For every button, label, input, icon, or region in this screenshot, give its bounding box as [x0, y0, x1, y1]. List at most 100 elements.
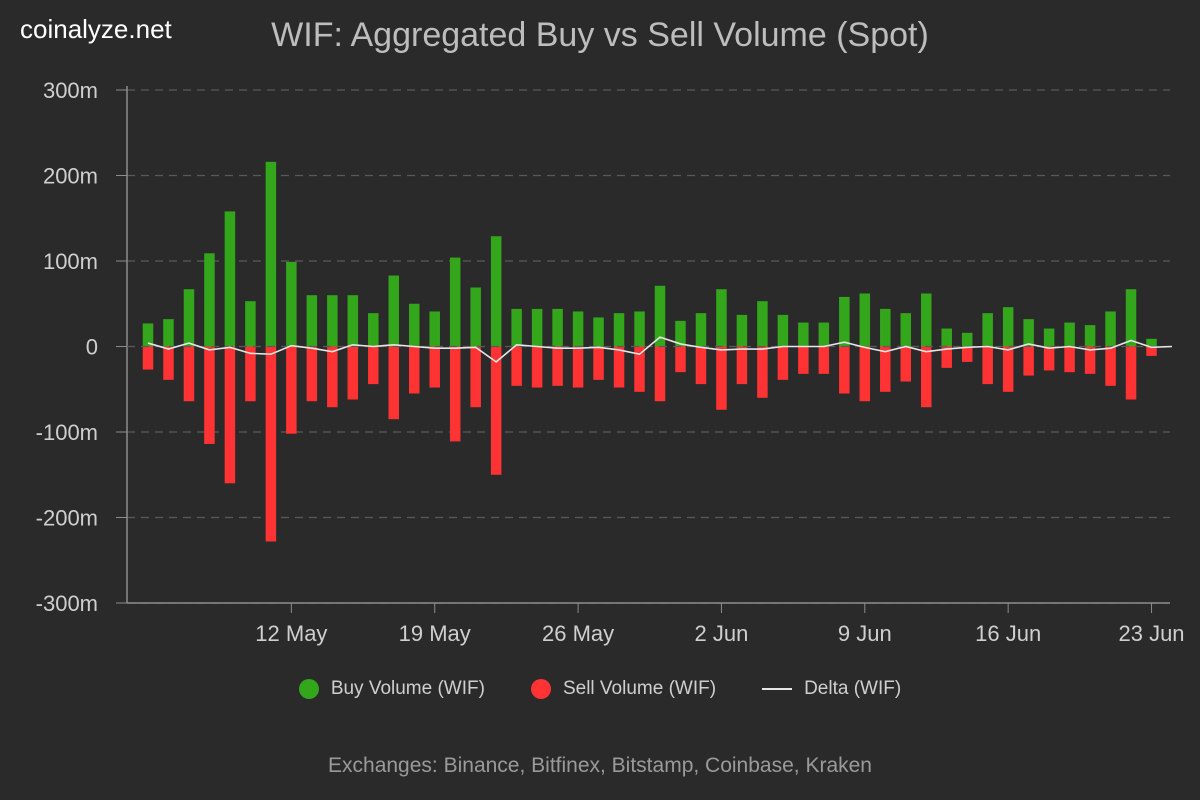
sell-volume-bar	[183, 346, 195, 402]
buy-volume-bar	[408, 303, 420, 347]
buy-volume-bar	[593, 317, 604, 347]
buy-volume-bar	[982, 313, 993, 347]
legend-delta[interactable]: Delta (WIF)	[762, 678, 901, 700]
buy-volume-bar	[552, 308, 563, 347]
sell-volume-bar	[613, 346, 625, 388]
sell-volume-bar	[245, 346, 256, 402]
buy-volume-bar	[798, 322, 809, 347]
sell-volume-bar	[572, 346, 584, 388]
sell-volume-bar	[552, 346, 563, 386]
buy-volume-bar	[163, 319, 174, 347]
buy-volume-bar	[306, 295, 318, 347]
sell-volume-bar	[1146, 346, 1157, 356]
buy-volume-bar	[224, 211, 236, 347]
buy-volume-bar	[1002, 307, 1014, 347]
site-logo[interactable]: coinalyze.net	[20, 14, 172, 44]
chart-title: WIF: Aggregated Buy vs Sell Volume (Spot…	[271, 16, 929, 54]
sell-volume-bar	[163, 346, 174, 380]
buy-volume-bar	[286, 261, 297, 347]
x-tick-label: 9 Jun	[838, 621, 892, 646]
sell-volume-bar	[265, 346, 277, 542]
sell-volume-bar	[449, 346, 461, 442]
sell-volume-bar	[347, 346, 359, 400]
buy-volume-bar	[613, 313, 625, 347]
sell-volume-bar	[306, 346, 318, 402]
legend-sell-volume[interactable]: Sell Volume (WIF)	[530, 678, 716, 700]
sell-volume-bar	[900, 346, 912, 382]
x-tick-label: 16 Jun	[975, 621, 1041, 646]
legend-buy-label: Buy Volume (WIF)	[330, 678, 485, 699]
sell-volume-bar	[511, 346, 522, 386]
x-tick-label: 23 Jun	[1118, 621, 1184, 646]
buy-volume-bar	[675, 320, 686, 347]
sell-volume-bar	[224, 346, 236, 484]
buy-volume-bar	[941, 328, 952, 347]
buy-volume-bar	[1064, 322, 1075, 347]
buy-volume-bar	[880, 308, 891, 347]
legend-buy-volume[interactable]: Buy Volume (WIF)	[298, 678, 485, 700]
sell-volume-bar	[716, 346, 727, 410]
red-dot-icon	[530, 679, 551, 699]
y-tick-label: -300m	[36, 591, 98, 616]
sell-volume-bar	[634, 346, 645, 392]
sell-volume-bar	[777, 346, 789, 380]
buy-volume-bar	[716, 289, 727, 347]
sell-volume-bar	[1105, 346, 1116, 386]
sell-volume-bar	[920, 346, 932, 408]
buy-volume-bar	[449, 257, 461, 347]
sell-volume-bar	[286, 346, 297, 434]
x-tick-label: 2 Jun	[695, 621, 749, 646]
sell-volume-bar	[982, 346, 993, 385]
sell-volume-bar	[654, 346, 666, 402]
y-tick-label: 100m	[43, 249, 98, 274]
y-tick-label: -200m	[36, 506, 98, 531]
buy-volume-bar	[1023, 319, 1034, 347]
buy-volume-bar	[572, 311, 584, 347]
buy-volume-bar	[347, 295, 359, 347]
buy-volume-bar	[511, 308, 522, 347]
buy-volume-bar	[1043, 328, 1055, 347]
delta-line	[147, 336, 1173, 363]
sell-volume-bar	[859, 346, 871, 402]
sell-volume-bar	[695, 346, 707, 385]
sell-volume-bar	[675, 346, 686, 373]
x-tick-label: 19 May	[399, 621, 471, 646]
buy-volume-bar	[695, 313, 707, 347]
buy-volume-bar	[1084, 325, 1096, 347]
sell-volume-bar	[388, 346, 400, 420]
sell-volume-bar	[1084, 346, 1096, 374]
buy-volume-bar	[1105, 311, 1116, 347]
buy-volume-bar	[368, 313, 379, 347]
sell-volume-bar	[1125, 346, 1137, 400]
buy-volume-bar	[900, 313, 912, 347]
exchanges-note: Exchanges: Binance, Bitfinex, Bitstamp, …	[328, 754, 872, 777]
y-tick-label: 300m	[43, 78, 98, 103]
sell-volume-bar	[593, 346, 604, 380]
sell-volume-bar	[368, 346, 379, 385]
buy-volume-bar	[1146, 338, 1157, 347]
sell-volume-bar	[327, 346, 338, 408]
sell-volume-bar	[839, 346, 850, 394]
sell-volume-bar	[1023, 346, 1034, 376]
buy-volume-bar	[1125, 289, 1137, 347]
buy-volume-bar	[777, 314, 789, 347]
buy-volume-bar	[736, 314, 748, 347]
sell-volume-bar	[757, 346, 768, 398]
sell-volume-bar	[490, 346, 502, 475]
buy-volume-bar	[265, 161, 277, 347]
buy-volume-bar	[142, 323, 154, 347]
sell-volume-bar	[1002, 346, 1014, 392]
sell-volume-bar	[531, 346, 543, 388]
y-tick-label: -100m	[36, 420, 98, 445]
sell-volume-bar	[818, 346, 830, 374]
buy-volume-bar	[490, 236, 502, 347]
buy-volume-bar	[183, 289, 195, 347]
buy-volume-bar	[204, 253, 215, 347]
sell-volume-bar	[1064, 346, 1075, 373]
buy-volume-bar	[839, 296, 850, 347]
x-tick-label: 12 May	[255, 621, 327, 646]
buy-volume-bar	[327, 295, 338, 347]
buy-volume-bar	[245, 301, 256, 347]
sell-volume-bar	[736, 346, 748, 385]
buy-volume-bar	[634, 311, 645, 347]
